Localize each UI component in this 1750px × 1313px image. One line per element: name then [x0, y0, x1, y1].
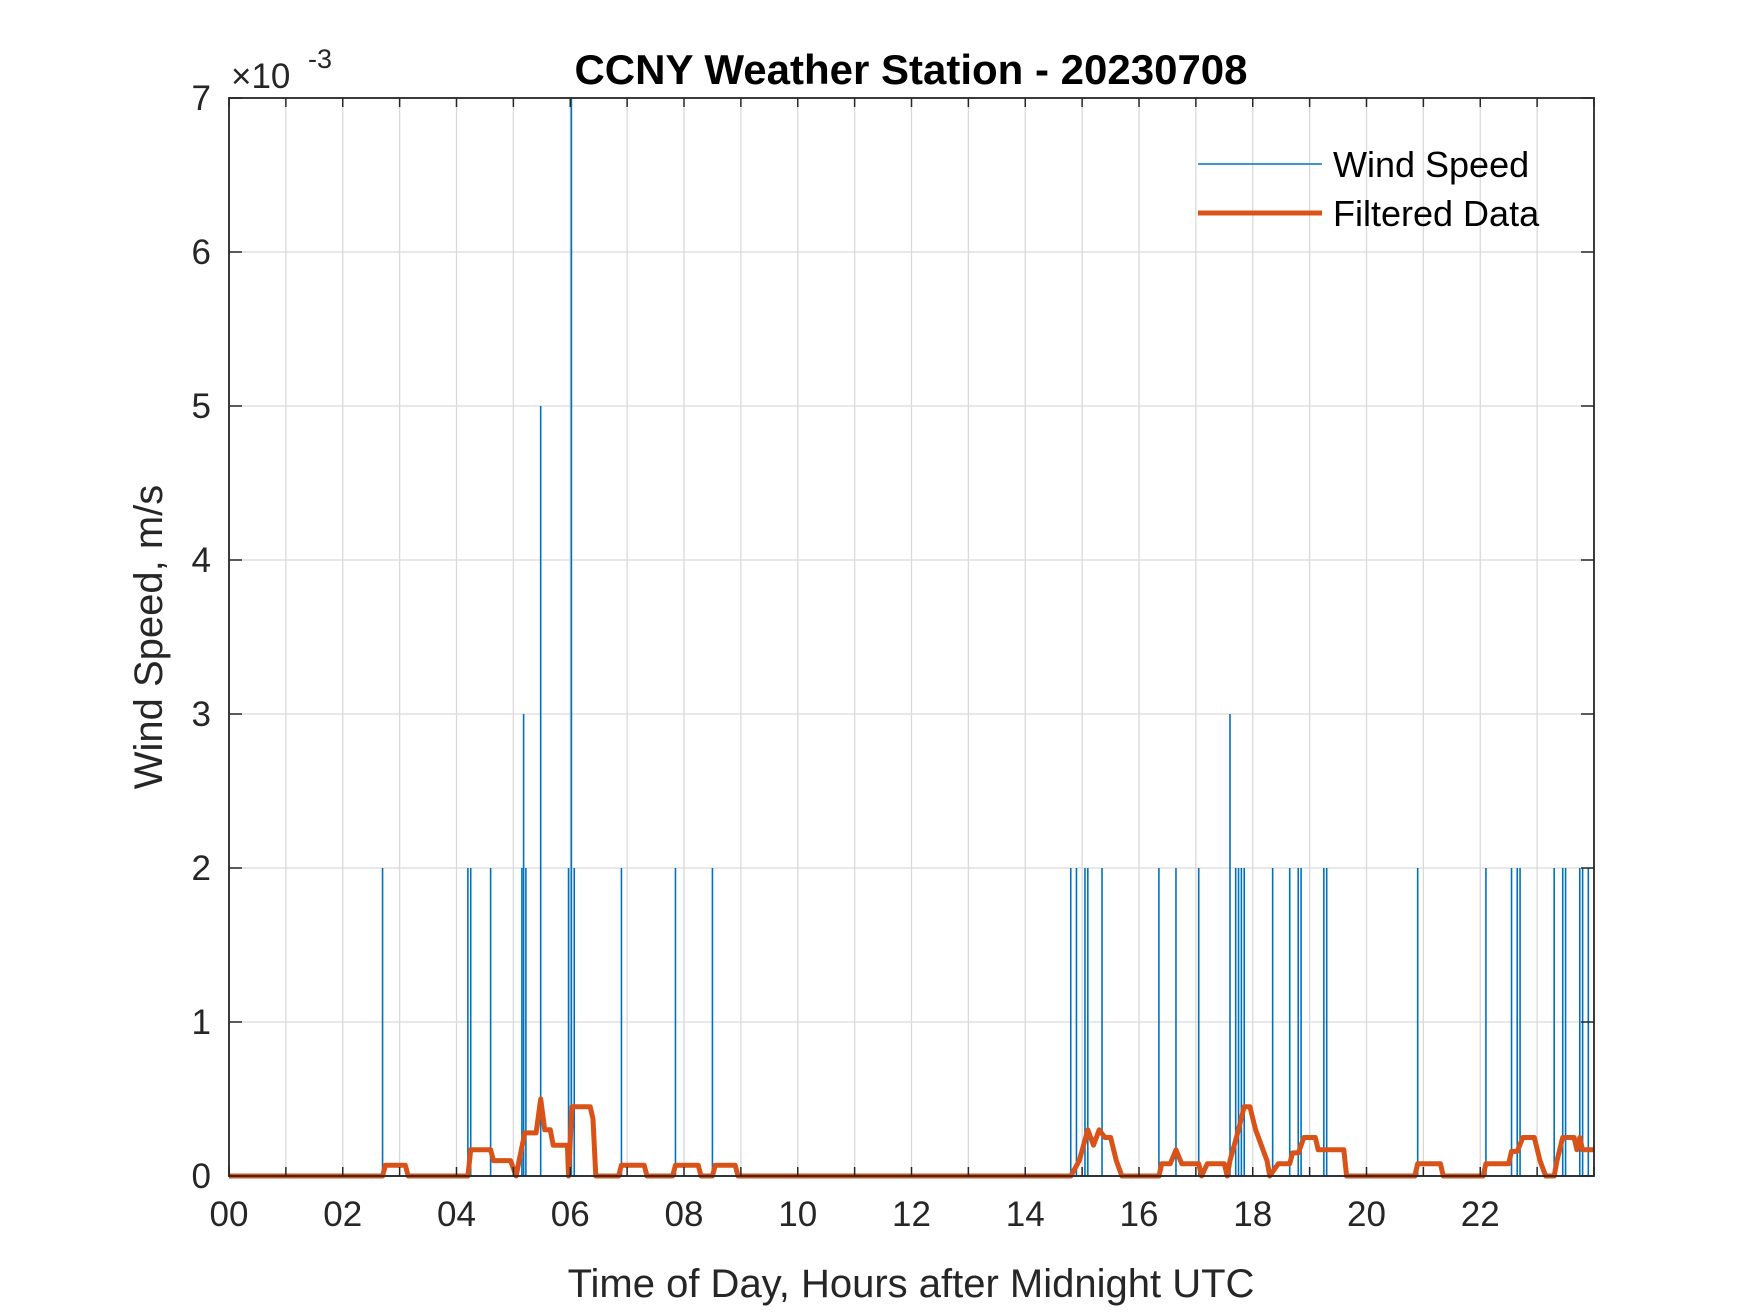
grid-lines	[229, 98, 1594, 1176]
x-tick-label: 10	[778, 1195, 817, 1234]
x-axis-label: Time of Day, Hours after Midnight UTC	[568, 1262, 1255, 1306]
y-tick-label: 4	[192, 541, 211, 580]
filtered-data-line	[229, 1096, 1594, 1179]
x-tick-label: 00	[210, 1195, 249, 1234]
y-tick-label: 2	[192, 849, 211, 888]
y-axis-label: Wind Speed, m/s	[127, 485, 171, 790]
y-tick-label: 6	[192, 233, 211, 272]
legend-wind-speed-label: Wind Speed	[1333, 144, 1529, 185]
y-exponent-label: ×10 -3	[231, 44, 332, 96]
x-tick-label: 04	[437, 1195, 476, 1234]
x-tick-label: 20	[1347, 1195, 1386, 1234]
x-tick-label: 18	[1233, 1195, 1272, 1234]
x-tick-label: 06	[551, 1195, 590, 1234]
y-tick-label: 5	[192, 387, 211, 426]
x-tick-label: 02	[323, 1195, 362, 1234]
filtered-data-series	[229, 1096, 1594, 1179]
x-tick-label: 14	[1006, 1195, 1045, 1234]
x-tick-label: 16	[1120, 1195, 1159, 1234]
y-tick-label: 0	[192, 1157, 211, 1196]
legend-filtered-data-label: Filtered Data	[1333, 193, 1540, 234]
y-exponent-base: ×10	[231, 57, 290, 96]
y-tick-label: 7	[192, 79, 211, 118]
x-tick-label: 12	[892, 1195, 931, 1234]
chart-title: CCNY Weather Station - 20230708	[574, 46, 1247, 93]
y-tick-label: 1	[192, 1003, 211, 1042]
axis-ticks	[228, 97, 1595, 1177]
x-tick-label: 08	[665, 1195, 704, 1234]
legend: Wind Speed Filtered Data	[1198, 144, 1540, 234]
x-tick-label: 22	[1461, 1195, 1500, 1234]
y-tick-label: 3	[192, 695, 211, 734]
y-exponent-power: -3	[308, 44, 332, 74]
